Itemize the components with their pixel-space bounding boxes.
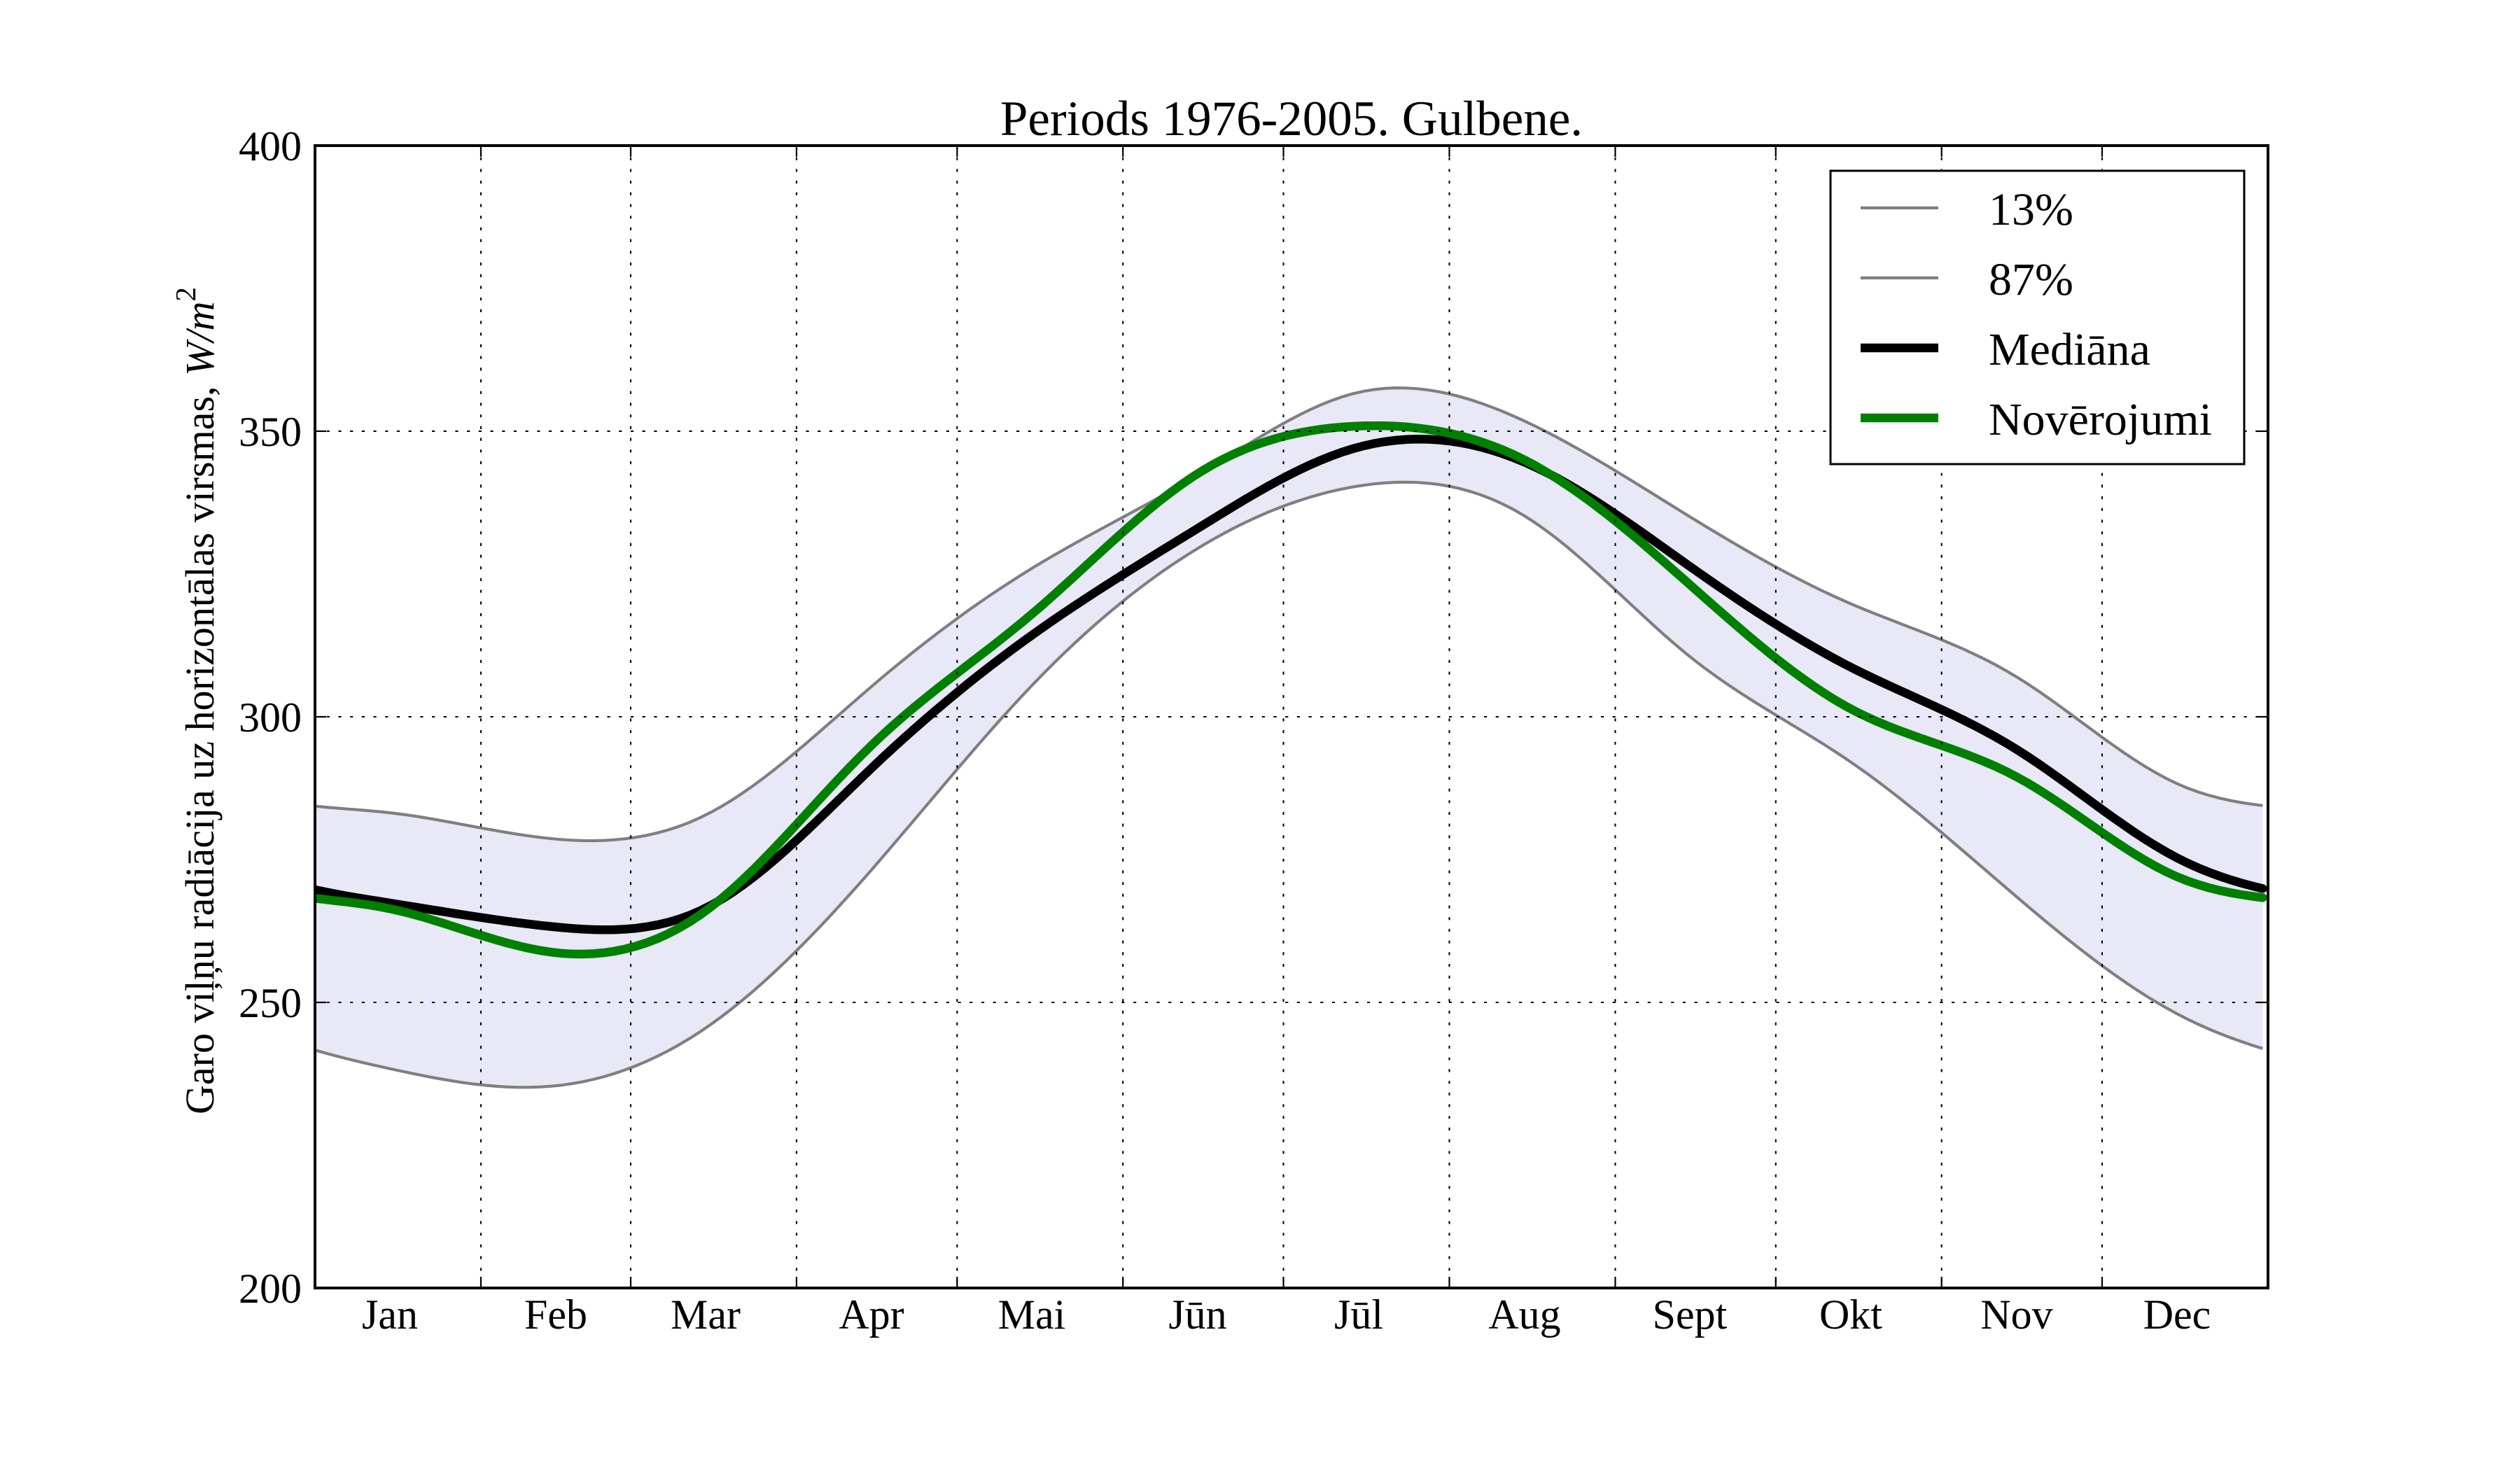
svg-text:400: 400 xyxy=(239,123,302,169)
svg-text:Mai: Mai xyxy=(998,1292,1066,1338)
svg-text:Sept: Sept xyxy=(1653,1292,1728,1338)
svg-text:300: 300 xyxy=(239,694,302,741)
svg-text:Aug: Aug xyxy=(1488,1292,1560,1338)
svg-text:350: 350 xyxy=(239,409,302,455)
svg-text:Novērojumi: Novērojumi xyxy=(1989,394,2212,445)
svg-text:Jan: Jan xyxy=(362,1292,418,1338)
svg-text:Feb: Feb xyxy=(524,1292,587,1338)
svg-text:250: 250 xyxy=(239,980,302,1026)
svg-text:13%: 13% xyxy=(1989,184,2073,235)
svg-text:Dec: Dec xyxy=(2143,1292,2211,1338)
svg-text:Nov: Nov xyxy=(1980,1292,2052,1338)
svg-text:Okt: Okt xyxy=(1819,1292,1882,1338)
svg-text:Jūl: Jūl xyxy=(1334,1292,1383,1338)
svg-text:Jūn: Jūn xyxy=(1168,1292,1226,1338)
svg-text:200: 200 xyxy=(239,1266,302,1312)
svg-text:87%: 87% xyxy=(1989,254,2073,305)
svg-text:Mediāna: Mediāna xyxy=(1989,324,2150,375)
svg-text:Apr: Apr xyxy=(839,1292,904,1338)
svg-text:Garo viļņu radiācija uz horizo: Garo viļņu radiācija uz horizontālas vir… xyxy=(169,287,223,1114)
svg-text:Mar: Mar xyxy=(671,1292,741,1338)
svg-text:Periods 1976-2005. Gulbene.: Periods 1976-2005. Gulbene. xyxy=(1000,92,1583,146)
